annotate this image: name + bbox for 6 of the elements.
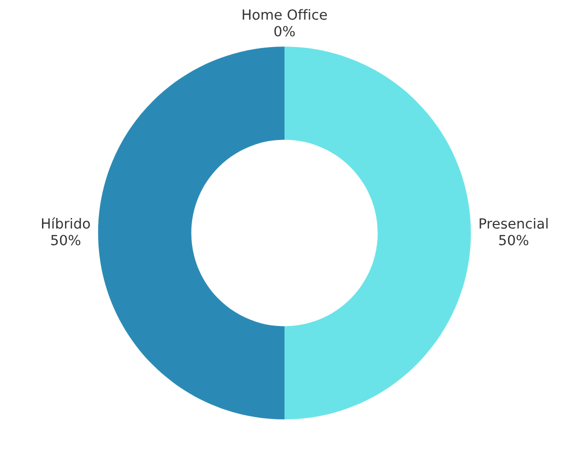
slice-label: Presencial — [480, 218, 548, 229]
data-label: 50% — [51, 234, 80, 246]
text: 0% — [274, 26, 295, 36]
slice-label: Híbrido — [42, 217, 90, 229]
data-label: 50% — [499, 234, 528, 246]
category-label: Home Office — [242, 9, 327, 20]
